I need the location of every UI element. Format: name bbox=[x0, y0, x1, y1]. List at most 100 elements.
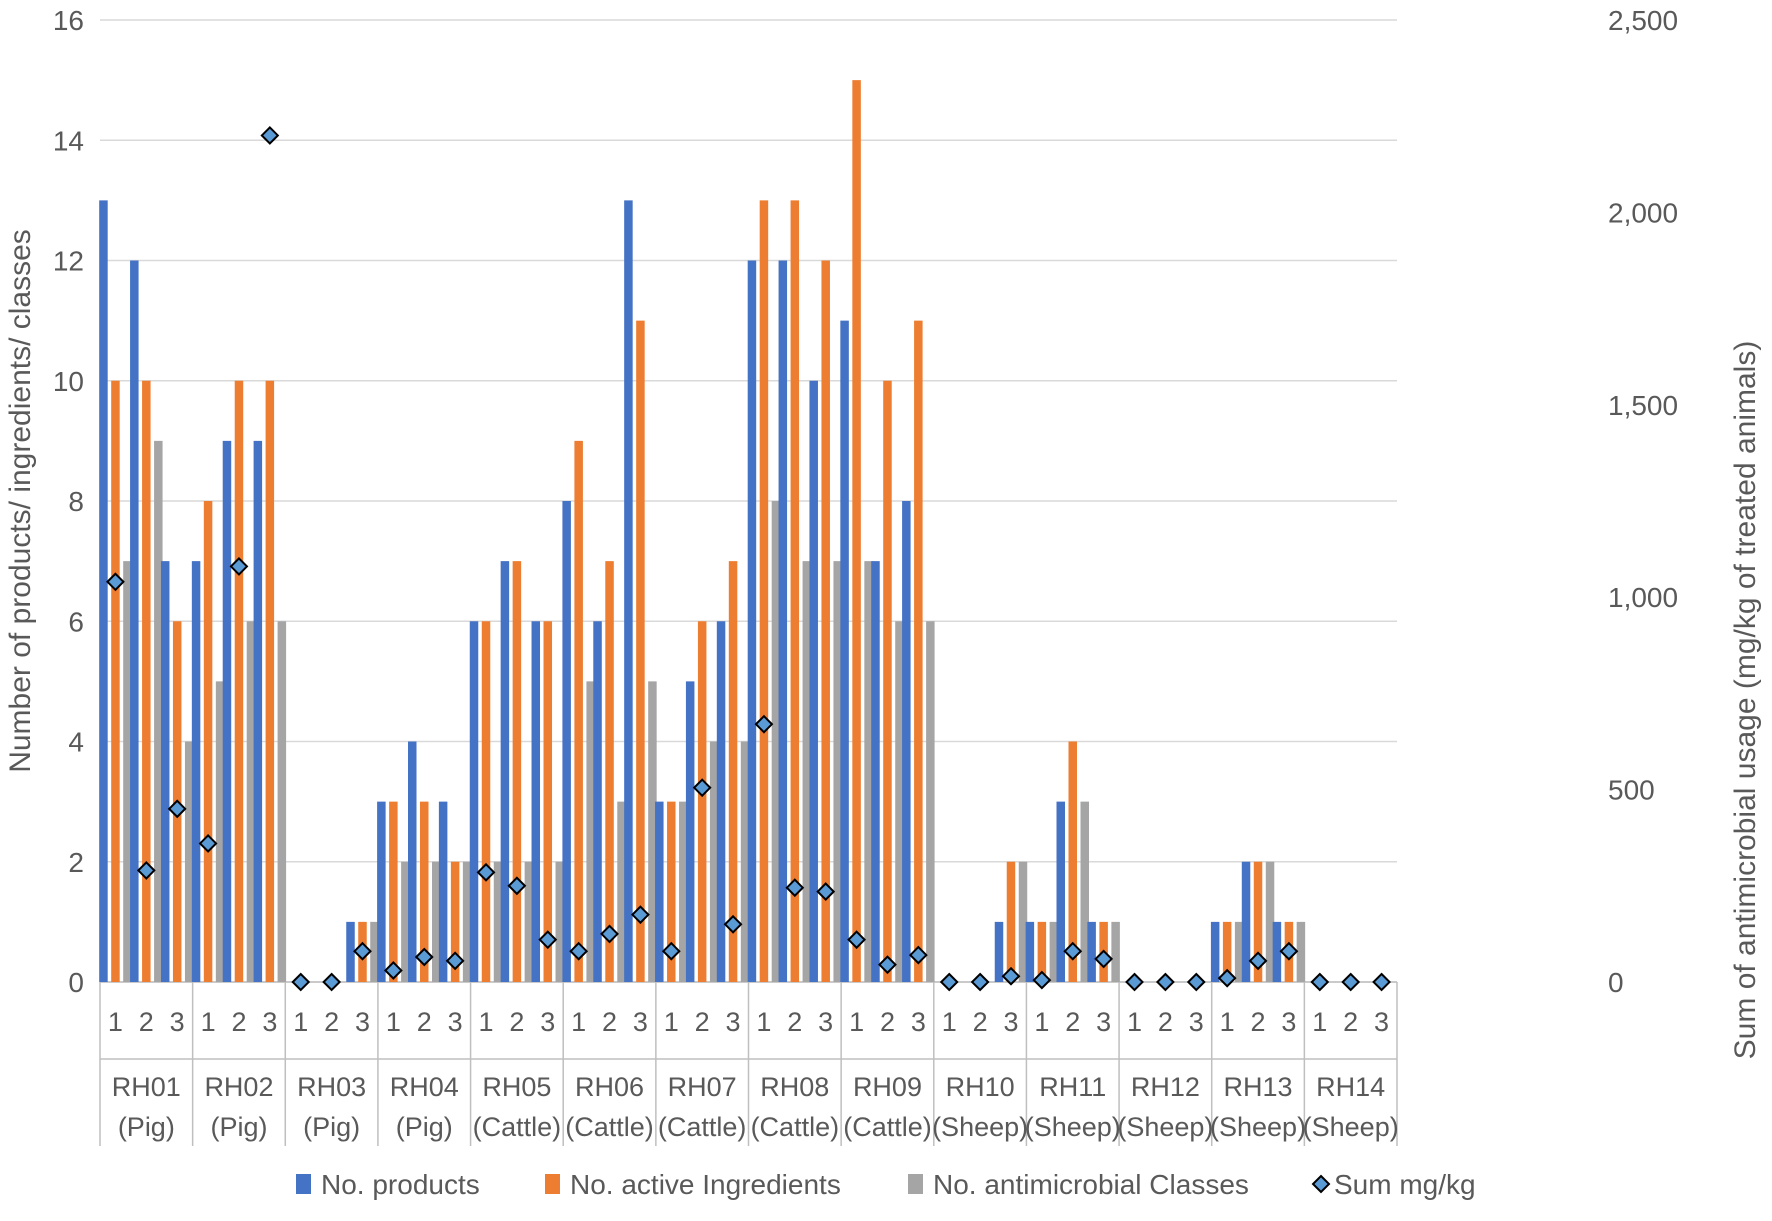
sum-marker bbox=[1248, 951, 1268, 971]
bar bbox=[1056, 801, 1065, 982]
group-species-label: (Cattle) bbox=[565, 1112, 654, 1142]
subcategory-label: 2 bbox=[973, 1007, 988, 1037]
bar bbox=[346, 921, 355, 982]
subcategory-label: 1 bbox=[478, 1007, 493, 1037]
sum-marker bbox=[723, 914, 743, 934]
bar bbox=[160, 561, 170, 982]
bar bbox=[679, 801, 688, 982]
subcategory-label: 3 bbox=[1281, 1007, 1296, 1037]
sum-marker bbox=[198, 834, 218, 853]
group-species-label: (Sheep) bbox=[1303, 1112, 1399, 1142]
group-species-label: (Sheep) bbox=[1210, 1112, 1306, 1142]
bar bbox=[1210, 921, 1220, 982]
group-species-label: (Pig) bbox=[396, 1112, 453, 1142]
bar bbox=[481, 621, 491, 982]
bar bbox=[1265, 861, 1275, 982]
bar bbox=[574, 440, 583, 982]
subcategory-label: 1 bbox=[1034, 1007, 1049, 1037]
y2-tick-label: 2,000 bbox=[1608, 197, 1678, 228]
subcategory-label: 1 bbox=[1312, 1007, 1327, 1037]
group-label: RH09 bbox=[853, 1072, 922, 1102]
y-tick-label: 4 bbox=[68, 727, 84, 758]
y-tick-label: 12 bbox=[53, 246, 84, 277]
subcategory-label: 1 bbox=[571, 1007, 586, 1037]
bar bbox=[1068, 741, 1077, 982]
bar bbox=[184, 741, 194, 982]
bar bbox=[377, 801, 386, 982]
sum-marker bbox=[1125, 972, 1144, 992]
sum-marker bbox=[1032, 970, 1052, 990]
bar bbox=[709, 741, 719, 982]
sum-marker bbox=[476, 862, 496, 882]
sum-marker bbox=[136, 860, 156, 880]
bar bbox=[852, 80, 861, 982]
bar bbox=[469, 621, 479, 982]
bar bbox=[130, 260, 139, 982]
bar bbox=[401, 861, 410, 982]
bar bbox=[222, 440, 232, 982]
bar bbox=[1253, 861, 1263, 982]
group-species-label: (Cattle) bbox=[473, 1112, 562, 1142]
sum-marker bbox=[939, 972, 959, 992]
bar bbox=[1296, 921, 1306, 982]
y-axis-title: Number of products/ ingredients/ classes bbox=[4, 229, 37, 773]
sum-marker bbox=[816, 882, 836, 901]
y2-tick-label: 0 bbox=[1608, 967, 1624, 998]
bar bbox=[562, 501, 571, 982]
y2-tick-label: 500 bbox=[1608, 775, 1655, 806]
legend-swatch bbox=[908, 1174, 923, 1194]
bar bbox=[1234, 921, 1244, 982]
bar bbox=[215, 681, 225, 982]
group-label: RH05 bbox=[482, 1072, 551, 1102]
bar bbox=[914, 320, 923, 982]
sum-marker bbox=[106, 572, 125, 592]
bar bbox=[840, 320, 849, 982]
bar bbox=[747, 260, 757, 982]
sum-marker bbox=[970, 972, 990, 992]
bar bbox=[111, 380, 120, 982]
bar bbox=[624, 200, 633, 982]
subcategory-label: 3 bbox=[262, 1007, 277, 1037]
subcategory-label: 1 bbox=[386, 1007, 401, 1037]
bar bbox=[926, 621, 935, 982]
bar bbox=[450, 861, 460, 982]
bar bbox=[778, 260, 788, 982]
bar bbox=[864, 561, 873, 982]
bar bbox=[370, 921, 379, 982]
bar bbox=[234, 380, 244, 982]
group-label: RH10 bbox=[946, 1072, 1015, 1102]
subcategory-label: 2 bbox=[1343, 1007, 1358, 1037]
sum-marker bbox=[908, 945, 928, 965]
bar bbox=[420, 801, 429, 982]
bar bbox=[389, 801, 398, 982]
sum-marker bbox=[1217, 968, 1237, 988]
bar bbox=[1272, 921, 1282, 982]
group-label: RH13 bbox=[1224, 1072, 1293, 1102]
y-tick-label: 0 bbox=[68, 967, 84, 998]
group-label: RH14 bbox=[1316, 1072, 1385, 1102]
bar bbox=[1006, 861, 1016, 982]
bar bbox=[994, 921, 1004, 982]
bar bbox=[246, 621, 256, 982]
y-tick-label: 6 bbox=[68, 606, 84, 637]
bar bbox=[833, 561, 842, 982]
subcategory-label: 2 bbox=[1065, 1007, 1080, 1037]
subcategory-label: 3 bbox=[633, 1007, 648, 1037]
sum-marker bbox=[600, 924, 619, 944]
bar bbox=[277, 621, 287, 982]
bar bbox=[871, 561, 880, 982]
bar bbox=[902, 501, 911, 982]
bar bbox=[790, 200, 800, 982]
bar bbox=[655, 801, 664, 982]
sum-marker bbox=[1155, 972, 1175, 992]
bar bbox=[555, 861, 565, 982]
bar bbox=[1018, 861, 1028, 982]
y-tick-label: 14 bbox=[53, 125, 84, 156]
subcategory-label: 2 bbox=[880, 1007, 895, 1037]
bar bbox=[728, 561, 738, 982]
bar bbox=[265, 380, 275, 982]
group-species-label: (Cattle) bbox=[843, 1112, 932, 1142]
subcategory-label: 2 bbox=[324, 1007, 339, 1037]
subcategory-label: 1 bbox=[849, 1007, 864, 1037]
sum-marker bbox=[229, 557, 249, 576]
